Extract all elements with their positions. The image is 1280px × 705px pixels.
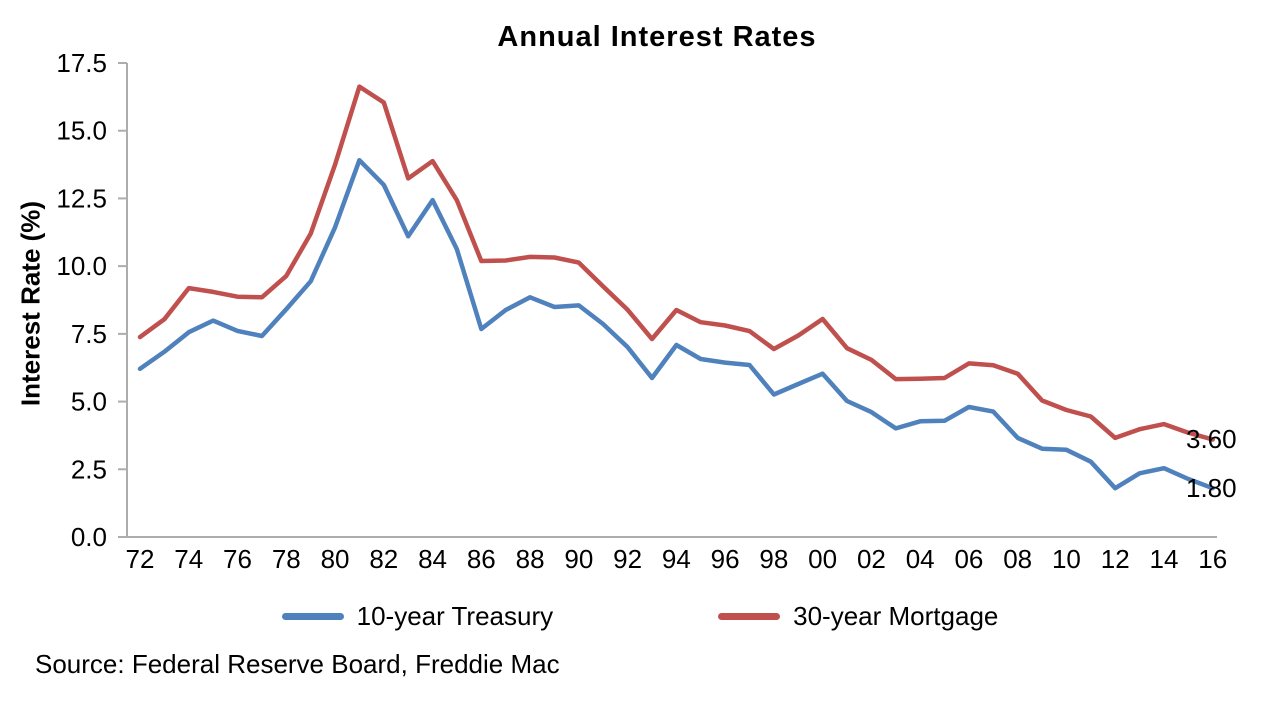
x-tick-label: 92 [613, 544, 642, 574]
axis-lines [126, 63, 1217, 538]
x-tick-label: 82 [369, 544, 398, 574]
x-tick-label: 74 [174, 544, 203, 574]
x-tick-label: 94 [662, 544, 691, 574]
x-tick-label: 90 [564, 544, 593, 574]
x-tick-label: 78 [272, 544, 301, 574]
x-tick-label: 76 [223, 544, 252, 574]
y-tick-label: 12.5 [56, 183, 107, 213]
treasury-end-label: 1.80 [1186, 473, 1237, 504]
y-tick-label: 0.0 [71, 522, 107, 552]
x-tick-label: 10 [1052, 544, 1081, 574]
x-tick-label: 16 [1198, 544, 1227, 574]
y-tick-label: 15.0 [56, 116, 107, 146]
30-year-mortgage-line [137, 84, 1215, 442]
x-tick-label: 14 [1149, 544, 1178, 574]
y-tick-label: 10.0 [56, 251, 107, 281]
x-tick-label: 98 [759, 544, 788, 574]
x-tick-label: 08 [1003, 544, 1032, 574]
y-tick-label: 2.5 [71, 454, 107, 484]
x-tick-label: 84 [418, 544, 447, 574]
x-tick-label: 88 [516, 544, 545, 574]
x-tick-label: 96 [711, 544, 740, 574]
legend-label-mortgage: 30-year Mortgage [793, 601, 999, 631]
treasury-line-swatch-icon [281, 613, 344, 620]
y-tick-label: 17.5 [56, 48, 107, 78]
source-note: Source: Federal Reserve Board, Freddie M… [35, 649, 560, 679]
mortgage-line-swatch-icon [718, 613, 781, 620]
y-tick-label: 7.5 [71, 319, 107, 349]
legend-item-treasury: 10-year Treasury [281, 601, 554, 632]
mortgage-end-label: 3.60 [1186, 424, 1237, 455]
legend: 10-year Treasury 30-year Mortgage [0, 601, 1280, 632]
x-tick-label: 72 [126, 544, 155, 574]
x-tick-label: 02 [857, 544, 886, 574]
x-tick-label: 00 [808, 544, 837, 574]
x-tick-label: 04 [906, 544, 935, 574]
y-tick-label: 5.0 [71, 387, 107, 417]
legend-label-treasury: 10-year Treasury [356, 601, 554, 631]
x-tick-label: 06 [954, 544, 983, 574]
legend-item-mortgage: 30-year Mortgage [718, 601, 998, 632]
chart-title: Annual Interest Rates [497, 21, 817, 53]
10-year-treasury-line [137, 157, 1215, 491]
x-tick-label: 86 [467, 544, 496, 574]
x-tick-label: 80 [321, 544, 350, 574]
x-tick-label: 12 [1101, 544, 1130, 574]
